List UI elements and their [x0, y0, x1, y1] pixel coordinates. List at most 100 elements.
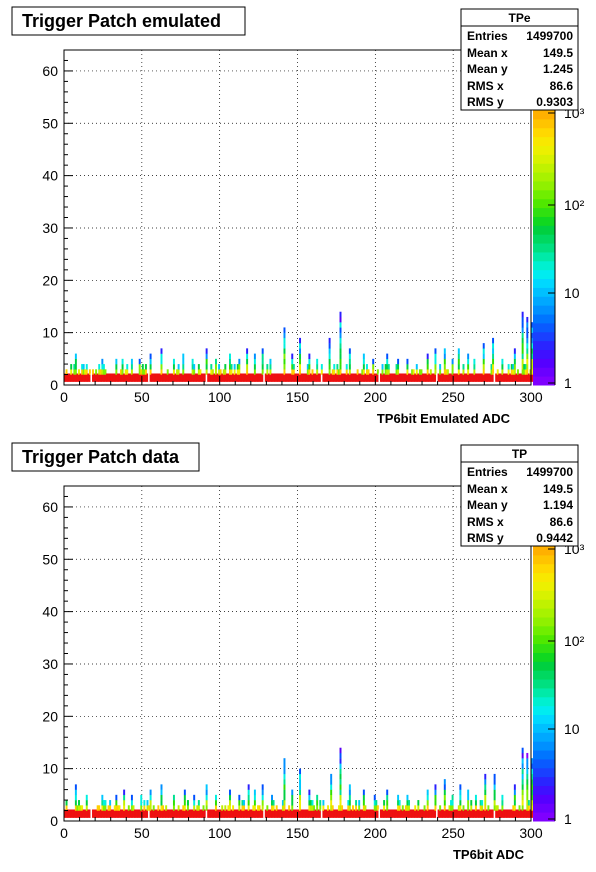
- heatmap-cell: [211, 809, 215, 818]
- heatmap-cell: [149, 805, 152, 811]
- heatmap-cell: [398, 373, 401, 382]
- heatmap-cell: [123, 789, 126, 796]
- heatmap-cell: [453, 809, 456, 818]
- y-tick-label: 40: [42, 604, 58, 620]
- color-scale-bin: [533, 145, 555, 155]
- heatmap-cell: [445, 369, 448, 375]
- heatmap-cell: [214, 805, 217, 811]
- heatmap-cell: [521, 316, 524, 323]
- heatmap-cell: [531, 768, 533, 775]
- heatmap-cell: [214, 809, 218, 818]
- heatmap-cell: [120, 373, 123, 382]
- heatmap-cell: [130, 373, 134, 382]
- heatmap-cell: [306, 364, 309, 370]
- heatmap-cell: [269, 369, 272, 375]
- heatmap-cell: [485, 809, 489, 818]
- heatmap-cell: [172, 805, 175, 811]
- heatmap-cell: [392, 373, 395, 382]
- heatmap-cell: [397, 369, 400, 375]
- heatmap-cell: [155, 809, 158, 818]
- heatmap-cell: [78, 373, 81, 382]
- heatmap-cell: [291, 373, 294, 382]
- heatmap-cell: [339, 773, 342, 780]
- heatmap-cell: [88, 369, 91, 375]
- heatmap-cell: [451, 364, 454, 370]
- heatmap-cell: [523, 369, 526, 375]
- heatmap-cell: [137, 809, 140, 818]
- heatmap-cell: [151, 809, 154, 818]
- heatmap-cell: [283, 773, 286, 780]
- heatmap-cell: [208, 373, 211, 382]
- heatmap-cell: [204, 809, 207, 818]
- heatmap-cell: [193, 364, 196, 370]
- heatmap-cell: [496, 369, 499, 375]
- heatmap-cell: [451, 800, 454, 806]
- heatmap-cell: [485, 373, 489, 382]
- color-scale-bin: [533, 287, 555, 297]
- heatmap-cell: [143, 809, 146, 818]
- heatmap-cell: [261, 809, 264, 818]
- heatmap-cell: [362, 373, 366, 382]
- heatmap-cell: [283, 348, 286, 354]
- heatmap-cell: [165, 809, 168, 818]
- color-scale-bin: [533, 776, 555, 787]
- color-scale-bin: [533, 634, 555, 645]
- heatmap-cell: [292, 364, 295, 370]
- heatmap-cell: [526, 327, 529, 333]
- heatmap-cell: [450, 805, 453, 811]
- heatmap-cell: [526, 316, 529, 323]
- heatmap-cell: [319, 805, 322, 811]
- heatmap-cell: [328, 809, 331, 818]
- heatmap-cell: [190, 809, 193, 818]
- heatmap-cell: [216, 809, 219, 818]
- heatmap-cell: [375, 800, 378, 806]
- heatmap-cell: [521, 789, 524, 796]
- heatmap-cell: [384, 373, 387, 382]
- x-tick-label: 50: [134, 389, 150, 405]
- heatmap-cell: [512, 364, 515, 370]
- y-tick-label: 20: [42, 272, 58, 288]
- heatmap-cell: [397, 794, 400, 801]
- heatmap-cell: [457, 358, 460, 365]
- heatmap-cell: [526, 768, 529, 775]
- heatmap-cell: [495, 805, 498, 811]
- heatmap-cell: [484, 373, 487, 382]
- heatmap-cell: [227, 805, 230, 811]
- heatmap-cell: [241, 809, 244, 818]
- heatmap-cell: [484, 794, 487, 801]
- heatmap-cell: [406, 369, 409, 375]
- heatmap-cell: [330, 805, 333, 811]
- heatmap-cell: [467, 369, 470, 375]
- heatmap-cell: [123, 373, 126, 382]
- heatmap-cell: [348, 809, 352, 818]
- heatmap-cell: [123, 794, 126, 801]
- color-scale-bin: [533, 154, 555, 164]
- heatmap-cell: [272, 805, 275, 811]
- color-scale-bin: [533, 581, 555, 591]
- heatmap-cell: [348, 358, 351, 365]
- heatmap-cell: [286, 809, 289, 818]
- heatmap-cell: [448, 373, 451, 382]
- heatmap-cell: [381, 373, 384, 382]
- heatmap-cell: [230, 369, 233, 375]
- heatmap-cell: [255, 373, 258, 382]
- x-ticks: 0 50 100 150 200 250 300: [60, 812, 543, 841]
- heatmap-cell: [78, 800, 80, 806]
- heatmap-cell: [272, 809, 275, 818]
- heatmap-cell: [148, 809, 151, 818]
- heatmap-cell: [439, 373, 442, 382]
- heatmap-cell: [74, 358, 77, 365]
- heatmap-cell: [99, 809, 102, 818]
- heatmap-cell: [328, 348, 331, 354]
- heatmap-cell: [473, 373, 476, 382]
- heatmap-cell: [246, 809, 249, 818]
- heatmap-cell: [258, 373, 261, 382]
- heatmap-cell: [151, 373, 154, 382]
- color-scale-bin: [533, 696, 555, 707]
- heatmap-cell: [197, 805, 200, 811]
- heatmap-cell: [132, 805, 135, 811]
- heatmap-cell: [186, 809, 190, 818]
- heatmap-cell: [74, 805, 77, 811]
- heatmap-cell: [299, 364, 302, 370]
- heatmap-cell: [169, 373, 173, 382]
